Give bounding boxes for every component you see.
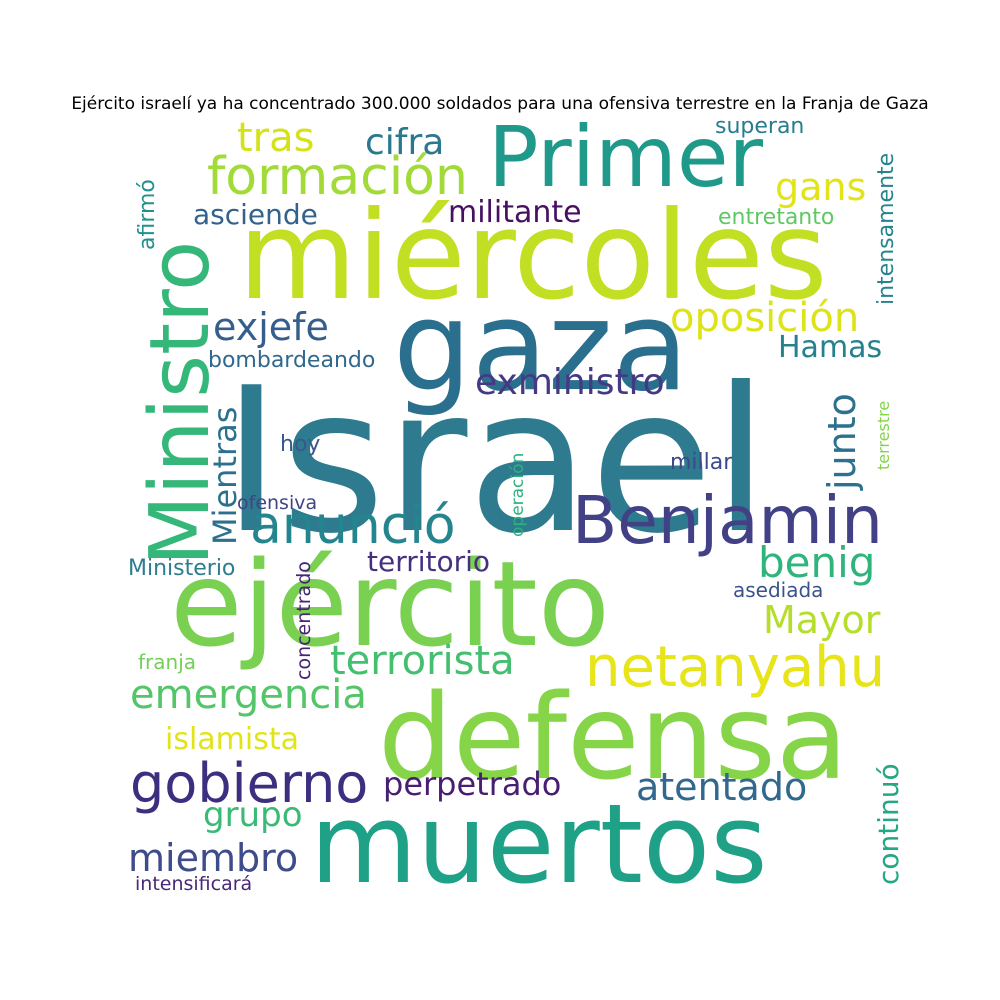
word-territorio: territorio [367, 545, 490, 578]
word-bombardeando: bombardeando [208, 348, 375, 373]
word-hamas: Hamas [778, 330, 882, 365]
word-atentado: atentado [636, 765, 807, 809]
word-terrestre: terrestre [874, 401, 893, 470]
word-continuó: continuó [872, 763, 905, 885]
word-intensificará: intensificará [135, 873, 252, 895]
word-ejército: ejército [170, 535, 610, 673]
word-terrorista: terrorista [330, 638, 515, 684]
word-perpetrado: perpetrado [383, 765, 561, 803]
word-israel: Israel [222, 345, 769, 578]
word-primer: Primer [488, 108, 764, 206]
word-superan: superan [715, 114, 804, 139]
word-afirmó: afirmó [135, 179, 160, 250]
word-mientras: Mientras [206, 407, 244, 545]
word-concentrado: concentrado [293, 561, 315, 680]
word-oposición: oposición [670, 295, 859, 341]
word-operación: operación [508, 453, 528, 537]
word-franja: franja [138, 650, 196, 674]
word-muertos: muertos [310, 780, 768, 908]
word-ofensiva: ofensiva [237, 492, 317, 514]
word-benig: benig [758, 538, 875, 587]
word-junto: junto [820, 393, 864, 491]
word-netanyahu: netanyahu [585, 635, 885, 700]
word-mayor: Mayor [763, 598, 881, 642]
word-asciende: asciende [193, 198, 318, 231]
word-tras: tras [237, 115, 314, 161]
word-entretanto: entretanto [718, 205, 834, 230]
word-millar: millar [670, 450, 733, 475]
word-anunció: anunció [250, 496, 456, 556]
word-asediada: asediada [733, 578, 823, 602]
word-grupo: grupo [203, 795, 303, 835]
word-ministerio: Ministerio [128, 556, 235, 581]
word-defensa: defensa [378, 668, 848, 806]
chart-title: Ejército israelí ya ha concentrado 300.0… [71, 94, 929, 114]
word-islamista: islamista [165, 722, 299, 757]
word-militante: militante [448, 195, 582, 230]
word-benjamin: Benjamin [572, 482, 883, 559]
word-gaza: gaza [393, 275, 689, 419]
word-miembro: miembro [128, 836, 298, 880]
word-exjefe: exjefe [213, 305, 329, 349]
word-emergencia: emergencia [130, 672, 367, 718]
word-hoy: hoy [280, 432, 320, 457]
word-gans: gans [775, 165, 866, 209]
word-ministro: Ministro [133, 241, 228, 566]
word-gobierno: gobierno [130, 752, 368, 815]
word-exministro: exministro [475, 362, 665, 403]
word-miércoles: miércoles [238, 185, 828, 327]
word-formación: formación [207, 147, 468, 207]
word-cifra: cifra [365, 122, 444, 163]
word-intensamente: intensamente [874, 153, 899, 305]
